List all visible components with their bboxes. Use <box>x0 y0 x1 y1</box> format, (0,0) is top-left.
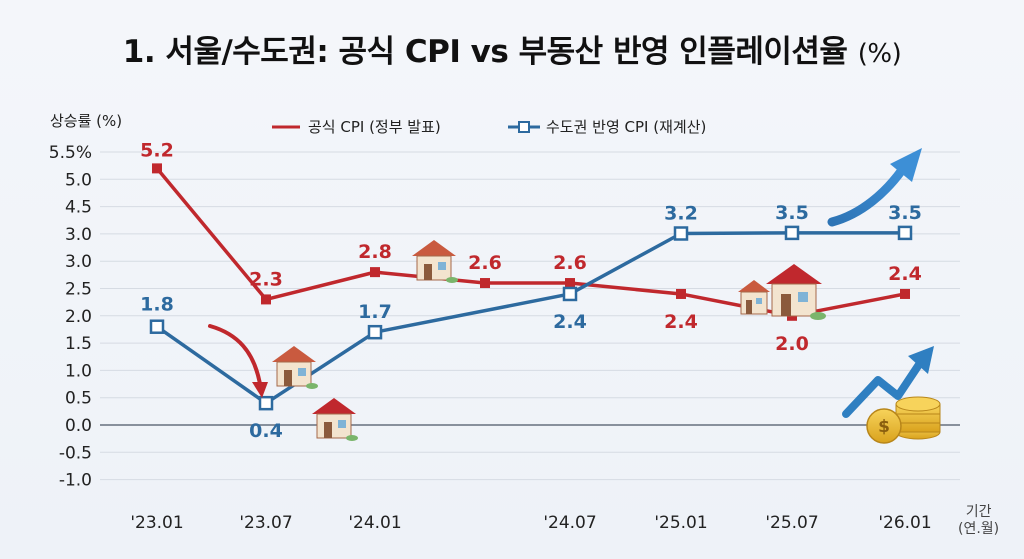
trend-arrow-icon <box>827 148 922 227</box>
y-tick-label: 2.5 <box>65 280 92 300</box>
official-point <box>480 278 490 289</box>
metro-data-label: 3.2 <box>664 203 698 225</box>
y-axis-title: 상승률 (%) <box>50 112 123 130</box>
chart-title-main: 1. 서울/수도권: 공식 CPI vs 부동산 반영 인플레이션율 <box>122 34 848 70</box>
metro-data-label: 1.8 <box>140 294 174 316</box>
x-tick-label: '24.01 <box>348 513 401 533</box>
official-point <box>152 163 162 174</box>
svg-text:$: $ <box>878 417 890 437</box>
x-tick-label: '25.07 <box>765 513 818 533</box>
official-data-label: 2.8 <box>358 241 392 263</box>
data-labels: 5.2 2.3 2.8 2.6 2.6 2.4 2.0 2.4 1.8 0.4 1.7 2.4 3.2 3… <box>140 139 922 442</box>
y-tick-label: 1.0 <box>65 361 92 381</box>
grid-lines <box>100 151 960 481</box>
legend-metro-label: 수도권 반영 CPI (재계산) <box>546 118 706 136</box>
official-data-label: 2.6 <box>468 252 502 274</box>
official-point <box>565 278 575 289</box>
metro-point <box>149 319 165 334</box>
x-tick-label: '23.01 <box>130 513 183 533</box>
x-tick-label: '26.01 <box>878 513 931 533</box>
house-icon <box>272 346 318 389</box>
house-icon <box>766 264 826 320</box>
x-axis-title-sub: (연.월) <box>958 521 1000 537</box>
metro-data-label: 0.4 <box>249 420 283 442</box>
official-point <box>900 288 910 299</box>
x-axis-title-main: 기간 <box>965 504 992 520</box>
official-data-label: 2.3 <box>249 268 283 290</box>
official-point <box>676 288 686 299</box>
x-tick-label: '23.07 <box>239 513 292 533</box>
house-icon <box>738 280 770 315</box>
metro-data-label: 3.5 <box>888 202 922 224</box>
legend-metro-marker <box>518 121 530 133</box>
legend-official-label: 공식 CPI (정부 발표) <box>308 118 441 136</box>
y-tick-label: 5.0 <box>65 170 92 190</box>
x-tick-label: '24.07 <box>543 513 596 533</box>
y-tick-label: 0.0 <box>65 416 92 436</box>
y-tick-label: -0.5 <box>59 443 92 463</box>
y-tick-label: 3.0 <box>65 225 92 245</box>
y-axis-ticks: 5.5% 5.0 4.5 3.0 3.0 2.5 2.0 1.5 1.0 0.5 0.0 -0.5 -1… <box>49 143 92 491</box>
coins-icon: $ <box>842 346 941 444</box>
y-tick-label: 2.0 <box>65 307 92 327</box>
house-icon <box>312 398 358 441</box>
chart-title: 1. 서울/수도권: 공식 CPI vs 부동산 반영 인플레이션율 (%) <box>0 26 1024 71</box>
official-point <box>370 267 380 278</box>
y-tick-label: 1.5 <box>65 334 92 354</box>
metro-point <box>673 226 689 241</box>
metro-point <box>258 395 274 411</box>
metro-point <box>367 324 383 340</box>
house-icon <box>412 240 458 283</box>
metro-data-label: 1.7 <box>358 301 392 323</box>
down-arrow-icon <box>208 324 268 398</box>
metro-data-label: 2.4 <box>553 311 587 333</box>
x-tick-label: '25.01 <box>654 513 707 533</box>
y-tick-label: 5.5% <box>49 143 92 163</box>
x-axis-title: 기간 (연.월) <box>958 504 999 538</box>
chart-title-unit: (%) <box>857 39 902 69</box>
legend: 공식 CPI (정부 발표) 수도권 반영 CPI (재계산) <box>272 118 706 136</box>
x-axis-ticks: '23.01 '23.07 '24.01 '24.07 '25.01 '25.07 '26.… <box>130 513 931 533</box>
y-tick-label: -1.0 <box>59 471 92 491</box>
official-data-label: 2.4 <box>664 311 698 333</box>
metro-point <box>784 225 800 241</box>
y-tick-label: 4.5 <box>65 198 92 218</box>
y-tick-label: 0.5 <box>65 389 92 409</box>
metro-point <box>897 225 913 241</box>
official-data-label: 2.0 <box>775 333 809 355</box>
official-point <box>261 294 271 305</box>
official-data-label: 2.6 <box>553 252 587 274</box>
y-tick-label: 3.0 <box>65 252 92 272</box>
metro-data-label: 3.5 <box>775 202 809 224</box>
metro-point <box>562 286 578 302</box>
official-data-label: 2.4 <box>888 263 922 285</box>
official-data-label: 5.2 <box>140 139 174 161</box>
